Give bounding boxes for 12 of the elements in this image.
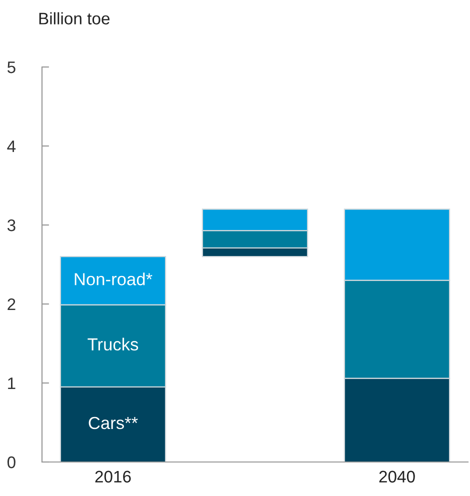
y-axis-title: Billion toe [39, 12, 110, 24]
y-tick-label: 2 [8, 298, 16, 310]
y-tick-label: 4 [7, 140, 16, 152]
series-label: Non-road* [74, 272, 152, 286]
y-tick-label: 1 [8, 378, 16, 390]
y-tick-label: 0 [7, 456, 16, 468]
x-tick-label: 2016 [95, 470, 131, 483]
x-tick-label: 2040 [379, 470, 415, 483]
y-tick-label: 5 [7, 62, 16, 74]
series-label: Cars** [88, 416, 138, 430]
series-label: Trucks [88, 338, 138, 351]
y-tick-label: 3 [7, 219, 16, 232]
